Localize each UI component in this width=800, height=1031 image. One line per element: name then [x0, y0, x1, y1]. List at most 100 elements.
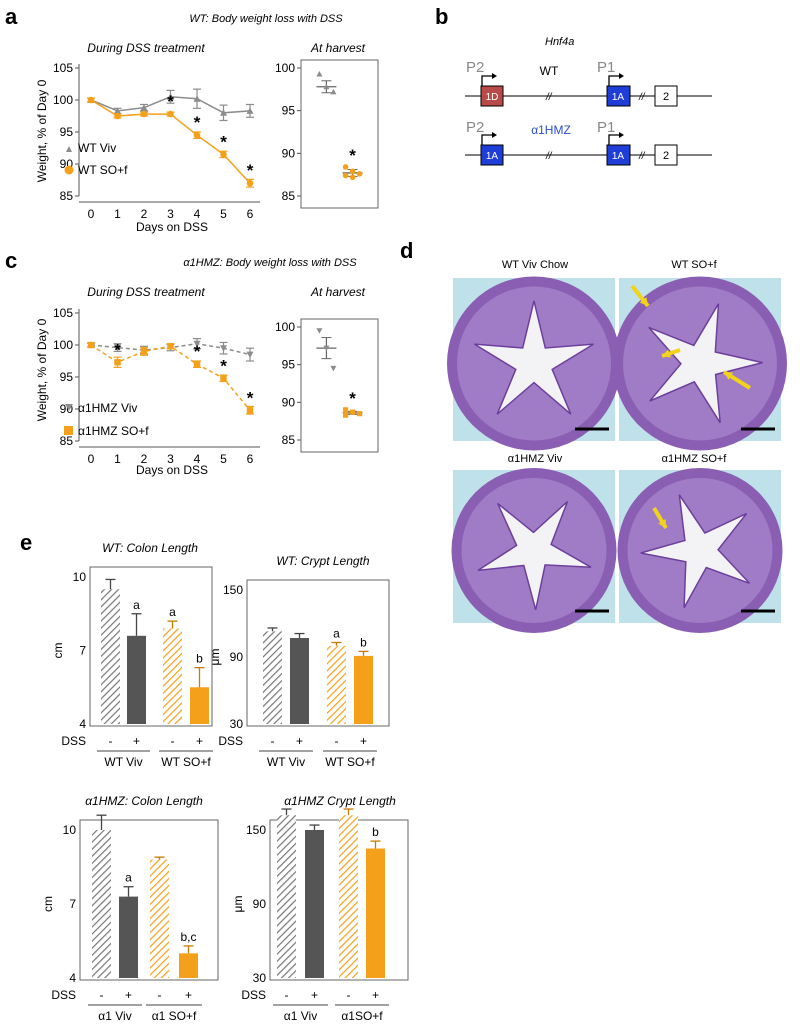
- panel-letter-c: c: [5, 248, 17, 273]
- exon-1a-box: [480, 144, 504, 166]
- exon-1a-box: [606, 85, 631, 107]
- panel-c-legend-viv: α1HMZ Viv: [78, 401, 137, 415]
- significance-star: *: [194, 113, 201, 132]
- x-tick-label: 0: [88, 207, 95, 221]
- panel-a-title: WT: Body weight loss with DSS: [189, 13, 343, 25]
- dss-sign: -: [271, 734, 275, 748]
- dss-sign: +: [125, 988, 132, 1002]
- dss-sign: +: [360, 734, 367, 748]
- y-tick-label: 100: [53, 93, 73, 107]
- exon-1a-label: 1A: [486, 151, 499, 162]
- promoter-arrow-icon: [608, 75, 619, 86]
- bar: [101, 589, 120, 724]
- group-label: α1 SO+f: [152, 1009, 197, 1023]
- panel-a-legend-viv: WT Viv: [78, 141, 116, 155]
- dss-sign: -: [285, 988, 289, 1002]
- dss-sign: -: [335, 734, 339, 748]
- y-tick-label: 100: [275, 61, 295, 75]
- y-tick-label: 90: [253, 897, 267, 911]
- data-point: [193, 340, 201, 348]
- break-mark: //: [638, 151, 646, 162]
- dss-sign: +: [133, 734, 140, 748]
- data-point: [87, 341, 95, 349]
- y-tick-label: 150: [246, 823, 266, 837]
- data-point: [349, 174, 356, 181]
- significance-star: *: [167, 92, 174, 111]
- bar: [263, 631, 282, 724]
- panel-c-harvest-plot: 85 90 95 100 *: [275, 318, 379, 453]
- plot-frame: [89, 566, 213, 727]
- panel-b-p1-wt: P1: [597, 59, 615, 76]
- panel-c-xlabel: Days on DSS: [136, 463, 208, 477]
- exon-1d-label: 1D: [486, 92, 499, 103]
- data-point: [323, 345, 330, 352]
- data-point: [220, 345, 227, 352]
- bar: [327, 645, 346, 724]
- dss-sign: -: [347, 988, 351, 1002]
- panel-a-left-subtitle: During DSS treatment: [87, 41, 205, 55]
- data-point: [140, 110, 148, 118]
- panel-a-legend-sof: WT SO+f: [78, 163, 128, 177]
- y-tick-label: 105: [53, 306, 73, 320]
- significance-star: *: [114, 340, 121, 359]
- data-point: [167, 343, 174, 350]
- bar: [127, 635, 146, 724]
- data-point: [342, 172, 349, 179]
- bar: [179, 953, 198, 978]
- dss-sign: -: [100, 988, 104, 1002]
- significance-letter: b: [196, 652, 203, 666]
- data-point: [316, 328, 323, 334]
- x-tick-label: 5: [220, 452, 227, 466]
- data-point: [342, 412, 349, 418]
- significance-star: *: [194, 342, 201, 361]
- data-point: [114, 107, 121, 114]
- panel-c-left-subtitle: During DSS treatment: [87, 285, 205, 299]
- y-tick-label: 95: [282, 358, 296, 372]
- significance-letter: a: [133, 598, 140, 612]
- y-axis-label: cm: [41, 896, 55, 912]
- promoter-arrowhead-icon: [492, 132, 497, 138]
- y-tick-label: 85: [60, 434, 74, 448]
- panel-d-label-4: α1HMZ SO+f: [662, 453, 728, 465]
- data-point: [193, 361, 201, 368]
- group-label: α1 Viv: [284, 1009, 317, 1023]
- exon-2-label: 2: [663, 150, 669, 162]
- bar: [163, 628, 182, 724]
- data-point: [349, 168, 356, 175]
- dss-label: DSS: [218, 734, 243, 748]
- dss-sign: -: [158, 988, 162, 1002]
- exon-2-label: 2: [663, 91, 669, 103]
- bar: [277, 815, 296, 978]
- data-point: [342, 164, 349, 170]
- data-point: [356, 171, 363, 177]
- x-tick-label: 2: [141, 452, 148, 466]
- panel-b-row-wt: P2 1D // WT P1 1A // 2: [465, 59, 712, 107]
- dss-sign: +: [372, 988, 379, 1002]
- significance-letter: b: [372, 825, 379, 839]
- data-point: [356, 411, 363, 417]
- significance-star: *: [349, 389, 356, 408]
- dss-sign: -: [171, 734, 175, 748]
- panel-letter-e: e: [20, 530, 32, 555]
- break-mark: //: [638, 92, 646, 103]
- promoter-arrow-icon: [481, 75, 492, 86]
- chart-title: α1HMZ Crypt Length: [284, 794, 396, 808]
- group-label: WT SO+f: [325, 755, 375, 769]
- group-label: α1 Viv: [98, 1009, 131, 1023]
- x-tick-label: 4: [194, 207, 201, 221]
- plot-frame: [300, 59, 379, 209]
- group-label: WT SO+f: [161, 755, 211, 769]
- data-point: [167, 110, 174, 118]
- data-point: [114, 344, 121, 352]
- x-tick-label: 4: [194, 452, 201, 466]
- panel-d: WT Viv Chow WT SO+f α1HMZ Viv α1HMZ SO+f: [447, 259, 787, 633]
- x-tick-label: 1: [114, 452, 121, 466]
- x-tick-label: 6: [247, 207, 254, 221]
- y-tick-label: 7: [79, 644, 86, 658]
- panel-b-row-hmz: P2 1A // α1HMZ P1 1A // 2: [465, 119, 712, 166]
- y-tick-label: 10: [73, 570, 87, 584]
- annotation-arrowhead: [639, 297, 648, 306]
- promoter-arrowhead-icon: [492, 73, 497, 79]
